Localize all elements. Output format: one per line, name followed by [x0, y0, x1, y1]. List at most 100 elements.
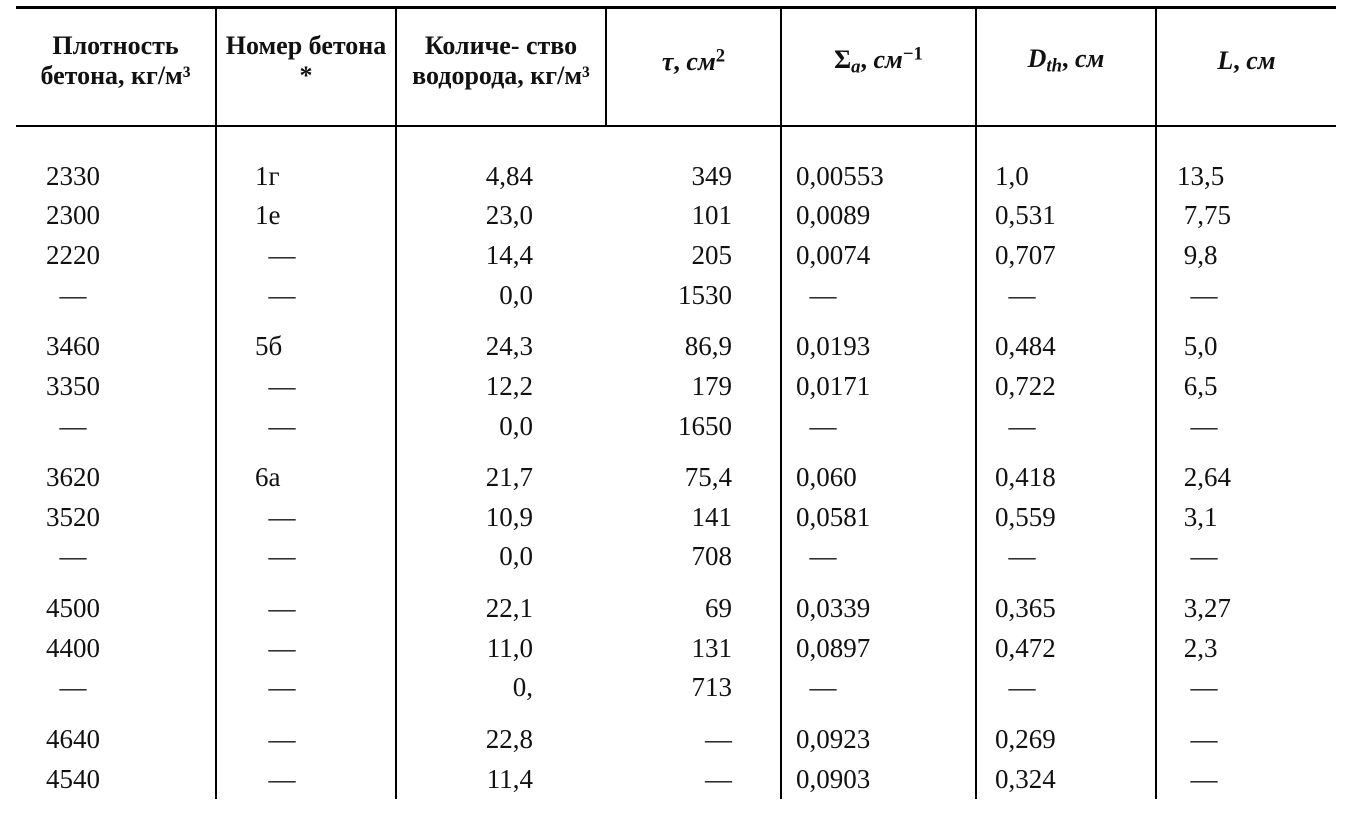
cell-c2: 6а — [216, 446, 396, 498]
cell-value: 0,0 — [405, 409, 533, 445]
cell-c7: 3,1 — [1156, 498, 1336, 538]
cell-c4: — — [606, 708, 781, 760]
cell-c5: 0,060 — [781, 446, 976, 498]
cell-c6: — — [976, 276, 1156, 316]
cell-value: 3620 — [24, 460, 100, 496]
cell-value: 0,0074 — [790, 238, 870, 274]
cell-value: 3460 — [24, 329, 100, 365]
cell-c7: 7,75 — [1156, 196, 1336, 236]
cell-value: 75,4 — [614, 460, 732, 496]
cell-c3: 10,9 — [396, 498, 606, 538]
cell-value: — — [24, 539, 87, 575]
cell-value: 7,75 — [1165, 198, 1231, 234]
col-header-density-text: Плотность бетона, кг/м³ — [40, 31, 190, 90]
cell-c1: 3620 — [16, 446, 216, 498]
cell-value: — — [225, 631, 296, 667]
cell-c4: 69 — [606, 577, 781, 629]
cell-c1: 3520 — [16, 498, 216, 538]
cell-value: 0,472 — [985, 631, 1056, 667]
col-header-hydrogen-text: Количе- ство водорода, кг/м³ — [412, 31, 590, 90]
cell-value: 141 — [614, 500, 732, 536]
cell-value: 1,0 — [985, 159, 1029, 195]
cell-c6: — — [976, 537, 1156, 577]
cell-value: — — [985, 670, 1036, 706]
cell-value: 0,707 — [985, 238, 1056, 274]
cell-value: 0,0903 — [790, 762, 870, 798]
table-row: 4400 —11,0 1310,08970,472 2,3 — [16, 629, 1336, 669]
cell-c1: — — [16, 407, 216, 447]
cell-c2: — — [216, 668, 396, 708]
cell-value: — — [790, 539, 837, 575]
cell-value: 2330 — [24, 159, 100, 195]
cell-value: 349 — [614, 159, 732, 195]
cell-c2: — — [216, 367, 396, 407]
cell-value: 0,0339 — [790, 591, 870, 627]
table-row: 3520 —10,9 1410,05810,559 3,1 — [16, 498, 1336, 538]
cell-value: — — [225, 500, 296, 536]
cell-value: 6,5 — [1165, 369, 1218, 405]
cell-value: 69 — [614, 591, 732, 627]
cell-c6: 0,531 — [976, 196, 1156, 236]
cell-value: 205 — [614, 238, 732, 274]
table-row: — — 0, 713 — — — — [16, 668, 1336, 708]
cell-value: 22,1 — [405, 591, 533, 627]
cell-value: — — [225, 722, 296, 758]
cell-value: 4400 — [24, 631, 100, 667]
cell-value: 4540 — [24, 762, 100, 798]
cell-value: 23,0 — [405, 198, 533, 234]
cell-c3: 0,0 — [396, 276, 606, 316]
col-header-d-th: Dth, см — [976, 8, 1156, 126]
cell-value: 0,0089 — [790, 198, 870, 234]
cell-value: — — [790, 409, 837, 445]
cell-value: — — [1165, 670, 1218, 706]
cell-value: 0,365 — [985, 591, 1056, 627]
cell-c1: 4400 — [16, 629, 216, 669]
cell-c7: — — [1156, 407, 1336, 447]
cell-value: 2220 — [24, 238, 100, 274]
cell-value: 179 — [614, 369, 732, 405]
cell-c2: — — [216, 577, 396, 629]
cell-c4: 141 — [606, 498, 781, 538]
cell-value: 13,5 — [1165, 159, 1224, 195]
cell-c4: 1530 — [606, 276, 781, 316]
cell-c2: — — [216, 708, 396, 760]
cell-c3: 23,0 — [396, 196, 606, 236]
cell-c7: 13,5 — [1156, 126, 1336, 197]
cell-c6: 0,324 — [976, 760, 1156, 800]
cell-c7: 9,8 — [1156, 236, 1336, 276]
cell-c4: 179 — [606, 367, 781, 407]
cell-value: 21,7 — [405, 460, 533, 496]
table-row: 23001е23,0 1010,00890,531 7,75 — [16, 196, 1336, 236]
table-row: 34605б24,3 86,90,01930,484 5,0 — [16, 315, 1336, 367]
cell-value: 11,4 — [405, 762, 533, 798]
table-body: 23301г 4,84 3490,005531,013,523001е23,0 … — [16, 126, 1336, 799]
cell-c4: 1650 — [606, 407, 781, 447]
cell-c7: 3,27 — [1156, 577, 1336, 629]
cell-value: 4,84 — [405, 159, 533, 195]
cell-c6: — — [976, 668, 1156, 708]
cell-c7: 2,3 — [1156, 629, 1336, 669]
cell-value: 0,531 — [985, 198, 1056, 234]
cell-c4: — — [606, 760, 781, 800]
cell-value: — — [225, 278, 296, 314]
cell-value: 24,3 — [405, 329, 533, 365]
col-header-density: Плотность бетона, кг/м³ — [16, 8, 216, 126]
cell-value: 2,64 — [1165, 460, 1231, 496]
cell-value: — — [985, 278, 1036, 314]
cell-c3: 22,8 — [396, 708, 606, 760]
table-row: 2220 —14,4 2050,00740,707 9,8 — [16, 236, 1336, 276]
concrete-properties-table: Плотность бетона, кг/м³ Номер бетона * К… — [16, 6, 1336, 799]
cell-c5: — — [781, 407, 976, 447]
table-row: — — 0,01650 — — — — [16, 407, 1336, 447]
cell-c7: — — [1156, 276, 1336, 316]
cell-value: — — [24, 670, 87, 706]
table-row: 4540 —11,4 —0,09030,324 — — [16, 760, 1336, 800]
cell-value: — — [985, 409, 1036, 445]
cell-value: 0,00553 — [790, 159, 884, 195]
cell-c2: 5б — [216, 315, 396, 367]
cell-value: 11,0 — [405, 631, 533, 667]
cell-c1: 3460 — [16, 315, 216, 367]
cell-value: 4640 — [24, 722, 100, 758]
table-row: 23301г 4,84 3490,005531,013,5 — [16, 126, 1336, 197]
cell-c5: 0,0923 — [781, 708, 976, 760]
